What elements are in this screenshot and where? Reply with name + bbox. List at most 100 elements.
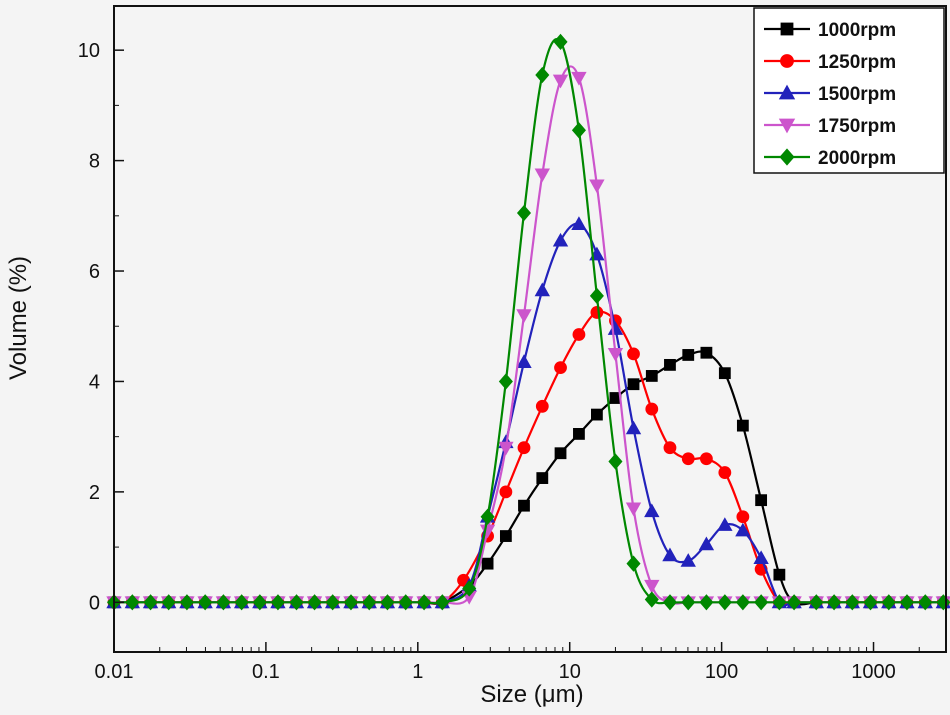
- data-point: [498, 373, 513, 390]
- x-tick-label: 1: [412, 661, 423, 683]
- data-point: [554, 361, 567, 375]
- data-point: [644, 591, 659, 608]
- legend-marker: [778, 118, 796, 134]
- data-point: [644, 579, 660, 594]
- data-point: [499, 485, 513, 499]
- legend-label: 1750rpm: [818, 116, 896, 137]
- data-point: [681, 452, 695, 466]
- data-point: [572, 328, 586, 341]
- data-point: [717, 594, 732, 611]
- data-point: [380, 594, 395, 611]
- data-point: [518, 499, 530, 512]
- data-point: [270, 594, 285, 611]
- data-point: [607, 347, 624, 362]
- data-point: [680, 553, 696, 567]
- data-point: [662, 594, 677, 611]
- data-point: [516, 204, 532, 222]
- data-point: [735, 522, 751, 537]
- plot-frame: [113, 5, 947, 653]
- legend: 1000rpm 1250rpm 1500rpm 1750rpm 2000rpm: [753, 7, 945, 174]
- data-point: [516, 354, 532, 369]
- data-point: [480, 508, 495, 525]
- data-point: [681, 594, 696, 611]
- legend-label: 1500rpm: [818, 84, 896, 105]
- data-point: [535, 66, 550, 84]
- y-tick-label: 10: [78, 40, 100, 62]
- data-point: [573, 428, 585, 440]
- series-2000rpm: [106, 33, 950, 611]
- data-point: [736, 510, 750, 524]
- data-point: [736, 419, 749, 432]
- data-point: [143, 594, 158, 611]
- data-point: [699, 594, 714, 611]
- data-point: [918, 594, 933, 611]
- legend-marker: [778, 84, 796, 100]
- data-point: [435, 594, 450, 611]
- data-point: [682, 349, 695, 361]
- data-point: [498, 441, 514, 456]
- x-axis-title: Size (μm): [480, 681, 583, 708]
- data-point: [161, 594, 176, 611]
- data-point: [663, 441, 677, 455]
- data-point: [589, 287, 604, 304]
- data-point: [625, 420, 642, 435]
- data-point: [718, 466, 732, 479]
- data-point: [664, 358, 676, 371]
- data-point: [717, 517, 733, 531]
- data-point: [481, 557, 494, 570]
- series-layer: [106, 33, 950, 611]
- data-point: [772, 594, 787, 611]
- legend-label: 1000rpm: [818, 20, 896, 41]
- legend-marker: [780, 22, 794, 36]
- data-point: [499, 530, 512, 542]
- data-point: [179, 594, 194, 611]
- data-point: [899, 594, 914, 611]
- data-point: [645, 402, 659, 416]
- data-point: [307, 594, 322, 611]
- data-point: [343, 594, 358, 611]
- data-point: [754, 594, 769, 611]
- x-tick-label: 0.1: [252, 661, 280, 683]
- data-point: [662, 547, 678, 562]
- data-point: [325, 594, 340, 611]
- data-point: [845, 594, 860, 611]
- y-tick-label: 4: [89, 371, 100, 393]
- data-point: [809, 594, 824, 611]
- data-point: [553, 33, 568, 50]
- legend-label: 1250rpm: [818, 52, 896, 73]
- data-point: [773, 568, 786, 581]
- data-point: [626, 555, 641, 572]
- data-point: [571, 122, 586, 139]
- x-tick-label: 1000: [851, 661, 896, 683]
- x-tick-label: 100: [705, 661, 738, 683]
- data-point: [571, 216, 587, 230]
- data-point: [534, 282, 550, 297]
- data-point: [627, 378, 640, 391]
- data-point: [552, 74, 569, 89]
- data-point: [252, 594, 267, 611]
- data-point: [627, 347, 640, 361]
- legend-marker: [780, 54, 794, 68]
- data-point: [589, 179, 605, 194]
- data-point: [398, 594, 413, 611]
- x-tick-label: 10: [559, 661, 581, 683]
- data-point: [590, 306, 604, 319]
- data-point: [417, 594, 432, 611]
- data-point: [552, 232, 569, 247]
- data-point: [571, 71, 587, 86]
- legend-marker: [779, 148, 795, 166]
- data-point: [591, 408, 603, 421]
- data-point: [698, 536, 715, 551]
- legend-label: 2000rpm: [818, 148, 896, 169]
- data-point: [645, 370, 658, 382]
- y-tick-label: 0: [89, 592, 100, 614]
- data-point: [755, 494, 768, 507]
- data-point: [644, 503, 660, 518]
- data-point: [700, 452, 713, 466]
- data-point: [362, 594, 377, 611]
- data-point: [787, 594, 802, 611]
- y-tick-label: 2: [89, 482, 100, 504]
- y-axis-title: Volume (%): [5, 256, 32, 380]
- axis-layer: 0.01 0.1 1 10 100 1000 0 2 4 6 8 10: [78, 40, 947, 683]
- data-point: [753, 550, 769, 565]
